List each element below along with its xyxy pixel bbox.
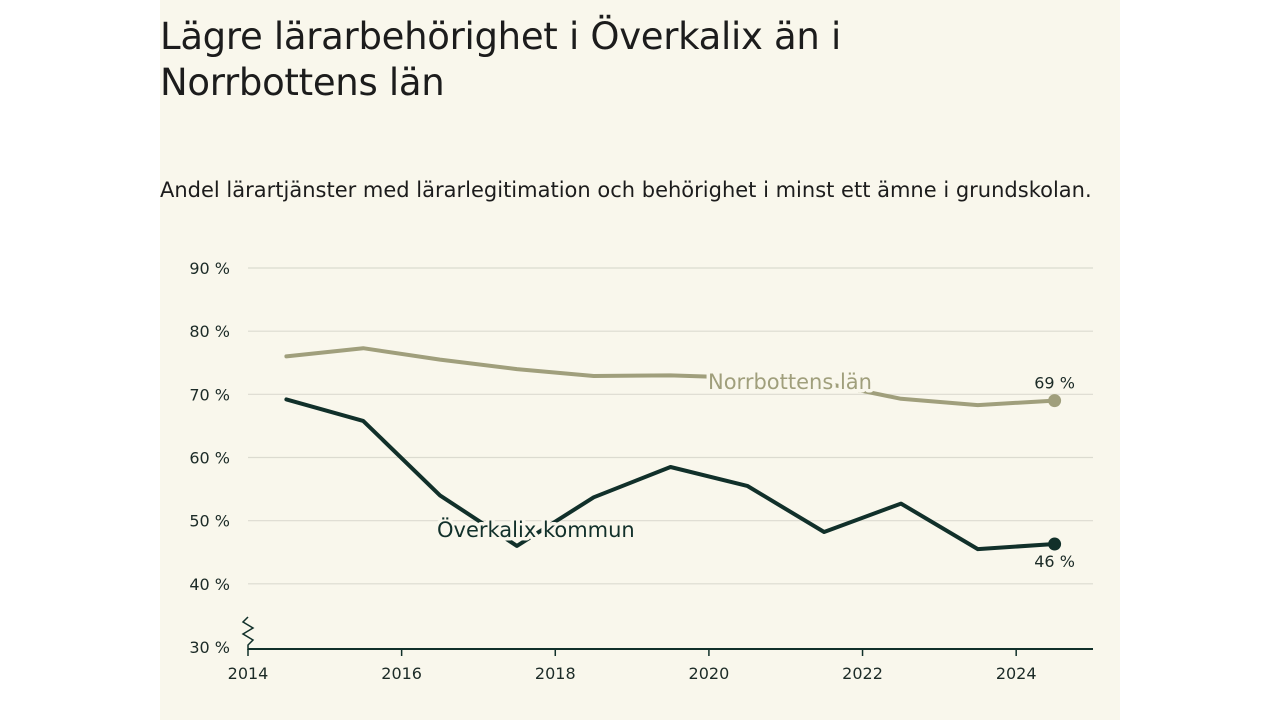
x-axis: 2014 2016 2018 2020 2022 2024: [228, 616, 1093, 683]
overkalix-end-label: 46 %: [1034, 552, 1075, 571]
chart-panel: [160, 0, 1120, 720]
y-tick-label: 60 %: [189, 449, 230, 468]
series-lines: [284, 346, 1062, 552]
y-tick-label: 80 %: [189, 322, 230, 341]
x-tick-label: 2018: [535, 664, 576, 683]
x-tick-label: 2020: [689, 664, 730, 683]
chart-title: Lägre lärarbehörighet i Överkalix än i N…: [160, 15, 842, 104]
norrbotten-end-label: 69 %: [1034, 374, 1075, 393]
y-axis-ticks: 30 % 40 % 50 % 60 % 70 % 80 % 90 %: [189, 259, 230, 657]
chart-subtitle: Andel lärartjänster med lärarlegitimatio…: [160, 178, 1092, 202]
x-tick-label: 2016: [381, 664, 422, 683]
axis-break-icon: [241, 616, 255, 650]
y-tick-label: 90 %: [189, 259, 230, 278]
series-labels: 69 % 46 % Norrbottens län Överkalix kommun: [434, 367, 1075, 572]
x-tick-label: 2014: [228, 664, 269, 683]
gridlines: [248, 267, 1093, 585]
y-tick-label: 30 %: [189, 638, 230, 657]
y-tick-label: 50 %: [189, 512, 230, 531]
x-tick-label: 2024: [996, 664, 1037, 683]
norrbotten-series-label: Norrbottens län: [708, 370, 872, 394]
y-tick-label: 70 %: [189, 385, 230, 404]
norrbotten-line: [284, 346, 1057, 408]
overkalix-line: [284, 397, 1057, 552]
overkalix-series-label: Överkalix kommun: [437, 517, 635, 542]
overkalix-end-point: [1048, 537, 1062, 551]
y-tick-label: 40 %: [189, 575, 230, 594]
x-tick-label: 2022: [842, 664, 883, 683]
norrbotten-end-point: [1048, 394, 1062, 408]
